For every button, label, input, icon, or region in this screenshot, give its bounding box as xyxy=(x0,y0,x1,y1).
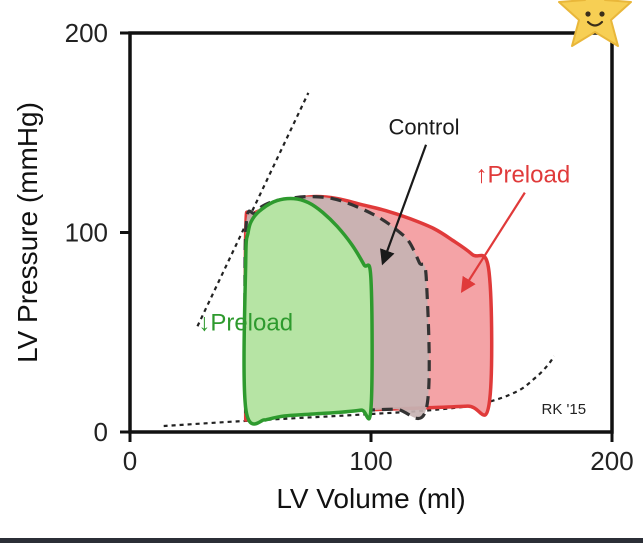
x-axis-label: LV Volume (ml) xyxy=(276,483,465,514)
decreased-preload-annotation-label: ↓Preload xyxy=(198,309,293,336)
axes-layer xyxy=(120,31,614,442)
text-layer: 0 100 200 0 100 200 LV Volume (ml) LV Pressure … xyxy=(12,18,634,514)
decreased-preload-loop xyxy=(242,196,374,426)
star-icon-shape xyxy=(558,0,632,47)
y-tick-label: 100 xyxy=(65,218,108,248)
increased-preload-annotation-label: ↑Preload xyxy=(475,162,570,189)
arrows-layer xyxy=(380,144,526,293)
x-tick-label: 200 xyxy=(590,446,633,476)
star-eye-left xyxy=(585,11,591,17)
control-annotation-arrow xyxy=(380,144,428,266)
y-tick-label: 200 xyxy=(65,18,108,48)
star-emoji-icon xyxy=(558,0,632,47)
x-tick-label: 0 xyxy=(123,446,137,476)
increased-preload-annotation-arrow xyxy=(460,192,526,293)
star-smile xyxy=(586,20,604,27)
loops-layer xyxy=(242,194,494,426)
x-tick-label: 100 xyxy=(349,446,392,476)
star-eye-right xyxy=(599,11,605,17)
y-tick-label: 0 xyxy=(94,417,108,447)
y-axis-label: LV Pressure (mmHg) xyxy=(12,102,43,363)
author-credit-label: RK '15 xyxy=(542,401,587,418)
espvr-dotted-line xyxy=(196,92,310,327)
control-annotation-label: Control xyxy=(389,115,460,140)
